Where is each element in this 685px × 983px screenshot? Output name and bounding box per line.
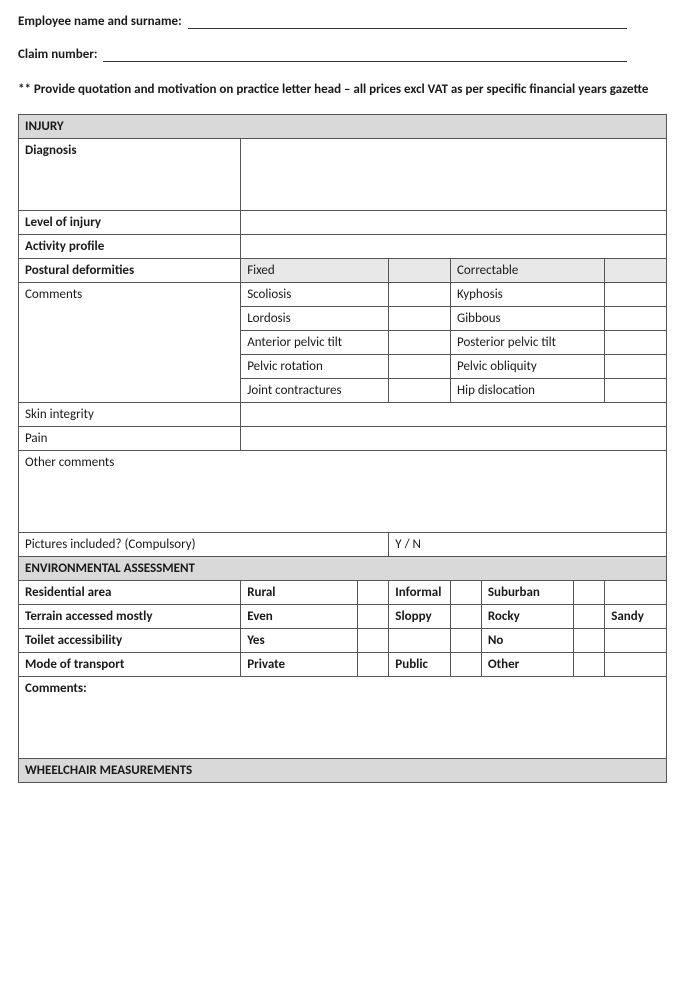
- residential-label: Residential area: [19, 580, 241, 604]
- pictures-value[interactable]: Y / N: [389, 532, 667, 556]
- diagnosis-value[interactable]: [241, 138, 667, 210]
- rocky-label: Rocky: [481, 604, 574, 628]
- level-label: Level of injury: [19, 210, 241, 234]
- pain-label: Pain: [19, 426, 241, 450]
- cell-scoliosis: Scoliosis: [241, 282, 389, 306]
- level-value[interactable]: [241, 210, 667, 234]
- even-check[interactable]: [358, 604, 389, 628]
- check-kyphosis[interactable]: [605, 282, 667, 306]
- skin-value[interactable]: [241, 402, 667, 426]
- sandy-label: Sandy: [605, 604, 667, 628]
- other-label: Other: [481, 652, 574, 676]
- informal-check[interactable]: [451, 580, 482, 604]
- cell-obliquity: Pelvic obliquity: [451, 354, 605, 378]
- no-label: No: [481, 628, 574, 652]
- public-label: Public: [389, 652, 451, 676]
- no-check[interactable]: [574, 628, 605, 652]
- residential-spare[interactable]: [605, 580, 667, 604]
- pictures-label: Pictures included? (Compulsory): [19, 532, 389, 556]
- employee-label: Employee name and surname:: [18, 14, 188, 29]
- terrain-label: Terrain accessed mostly: [19, 604, 241, 628]
- fixed-check[interactable]: [389, 258, 451, 282]
- informal-label: Informal: [389, 580, 451, 604]
- suburban-check[interactable]: [574, 580, 605, 604]
- cell-hip: Hip dislocation: [451, 378, 605, 402]
- check-ant-tilt[interactable]: [389, 330, 451, 354]
- check-post-tilt[interactable]: [605, 330, 667, 354]
- check-contractures[interactable]: [389, 378, 451, 402]
- comments-label: Comments: [19, 282, 241, 402]
- activity-value[interactable]: [241, 234, 667, 258]
- other-comments[interactable]: Other comments: [19, 450, 667, 532]
- toilet-label: Toilet accessibility: [19, 628, 241, 652]
- skin-label: Skin integrity: [19, 402, 241, 426]
- mode-label: Mode of transport: [19, 652, 241, 676]
- rocky-check[interactable]: [574, 604, 605, 628]
- toilet-spare: [605, 628, 667, 652]
- toilet-blank1: [389, 628, 451, 652]
- cell-gibbous: Gibbous: [451, 306, 605, 330]
- public-check[interactable]: [451, 652, 482, 676]
- toilet-blank1b: [451, 628, 482, 652]
- instruction-text: ** Provide quotation and motivation on p…: [18, 80, 667, 100]
- private-check[interactable]: [358, 652, 389, 676]
- employee-field: Employee name and surname:: [18, 14, 667, 29]
- other-check[interactable]: [574, 652, 605, 676]
- sloppy-label: Sloppy: [389, 604, 451, 628]
- check-lordosis[interactable]: [389, 306, 451, 330]
- activity-label: Activity profile: [19, 234, 241, 258]
- employee-underline[interactable]: [188, 15, 627, 29]
- postural-label: Postural deformities: [19, 258, 241, 282]
- cell-ant-tilt: Anterior pelvic tilt: [241, 330, 389, 354]
- cell-rotation: Pelvic rotation: [241, 354, 389, 378]
- correctable-label: Correctable: [451, 258, 605, 282]
- yes-check[interactable]: [358, 628, 389, 652]
- check-obliquity[interactable]: [605, 354, 667, 378]
- suburban-label: Suburban: [481, 580, 574, 604]
- env-header: ENVIRONMENTAL ASSESSMENT: [19, 556, 667, 580]
- env-comments[interactable]: Comments:: [19, 676, 667, 758]
- even-label: Even: [241, 604, 358, 628]
- mode-spare: [605, 652, 667, 676]
- cell-kyphosis: Kyphosis: [451, 282, 605, 306]
- private-label: Private: [241, 652, 358, 676]
- check-gibbous[interactable]: [605, 306, 667, 330]
- fixed-label: Fixed: [241, 258, 389, 282]
- rural-check[interactable]: [358, 580, 389, 604]
- check-hip[interactable]: [605, 378, 667, 402]
- claim-label: Claim number:: [18, 47, 103, 62]
- claim-field: Claim number:: [18, 47, 667, 62]
- check-rotation[interactable]: [389, 354, 451, 378]
- cell-lordosis: Lordosis: [241, 306, 389, 330]
- check-scoliosis[interactable]: [389, 282, 451, 306]
- correctable-check[interactable]: [605, 258, 667, 282]
- rural-label: Rural: [241, 580, 358, 604]
- yes-label: Yes: [241, 628, 358, 652]
- cell-contractures: Joint contractures: [241, 378, 389, 402]
- form-table: INJURY Diagnosis Level of injury Activit…: [18, 114, 667, 783]
- injury-header: INJURY: [19, 114, 667, 138]
- claim-underline[interactable]: [103, 48, 627, 62]
- cell-post-tilt: Posterior pelvic tilt: [451, 330, 605, 354]
- sloppy-check[interactable]: [451, 604, 482, 628]
- diagnosis-label: Diagnosis: [19, 138, 241, 210]
- pain-value[interactable]: [241, 426, 667, 450]
- wheel-header: WHEELCHAIR MEASUREMENTS: [19, 758, 667, 782]
